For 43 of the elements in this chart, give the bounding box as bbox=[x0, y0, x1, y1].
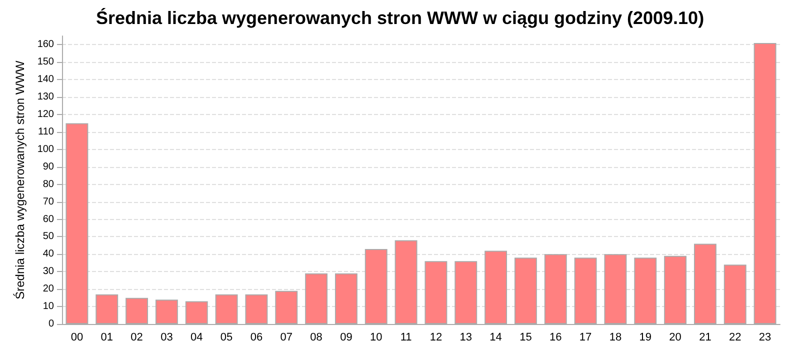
y-tick-label: 10 bbox=[42, 301, 54, 312]
x-tick-label: 19 bbox=[639, 332, 652, 344]
x-tick-label: 06 bbox=[250, 332, 263, 344]
x-tick-label: 10 bbox=[370, 332, 382, 344]
y-tick-label: 100 bbox=[37, 144, 54, 155]
y-tick-label: 160 bbox=[37, 39, 54, 50]
x-tick-label: 18 bbox=[609, 332, 622, 344]
x-tick-label: 12 bbox=[430, 332, 442, 344]
y-tick-label: 130 bbox=[37, 92, 54, 103]
y-axis-title: Średnia liczba wygenerowanych stron WWW bbox=[13, 60, 27, 300]
x-tick-label: 15 bbox=[520, 332, 532, 344]
x-tick-label: 02 bbox=[130, 332, 143, 344]
y-tick-label: 150 bbox=[37, 56, 54, 68]
x-tick-label: 09 bbox=[340, 332, 352, 344]
chart-title: Średnia liczba wygenerowanych stron WWW w ciągu godziny (2009.10) bbox=[96, 8, 704, 28]
y-tick-label: 60 bbox=[42, 214, 54, 225]
y-tick-label: 110 bbox=[38, 126, 54, 138]
x-tick-label: 05 bbox=[220, 332, 233, 344]
y-tick-label: 70 bbox=[42, 196, 54, 208]
x-tick-label: 23 bbox=[758, 332, 772, 344]
x-tick-label: 22 bbox=[729, 332, 742, 344]
x-tick-label: 11 bbox=[400, 332, 412, 344]
y-tick-label: 50 bbox=[42, 231, 54, 242]
x-tick-label: 03 bbox=[160, 332, 173, 344]
y-tick-label: 120 bbox=[37, 109, 54, 120]
x-tick-label: 17 bbox=[579, 332, 592, 344]
x-tick-label: 01 bbox=[100, 332, 113, 344]
y-tick-label: 140 bbox=[37, 74, 54, 86]
x-tick-label: 08 bbox=[310, 332, 322, 344]
x-tick-label: 07 bbox=[280, 332, 292, 344]
y-tick-label: 20 bbox=[42, 284, 54, 295]
x-tick-label: 14 bbox=[490, 332, 502, 344]
x-tick-label: 04 bbox=[190, 332, 203, 344]
y-tick-label: 80 bbox=[42, 178, 54, 190]
x-tick-label: 13 bbox=[460, 332, 472, 344]
y-tick-label: 30 bbox=[42, 266, 54, 278]
y-tick-label: 0 bbox=[48, 318, 54, 330]
x-tick-label: 16 bbox=[550, 332, 562, 344]
y-tick-label: 40 bbox=[42, 248, 54, 260]
y-tick-label: 90 bbox=[42, 161, 54, 172]
x-tick-label: 20 bbox=[669, 332, 682, 344]
x-tick-label: 00 bbox=[70, 332, 84, 344]
x-tick-label: 21 bbox=[699, 332, 712, 344]
